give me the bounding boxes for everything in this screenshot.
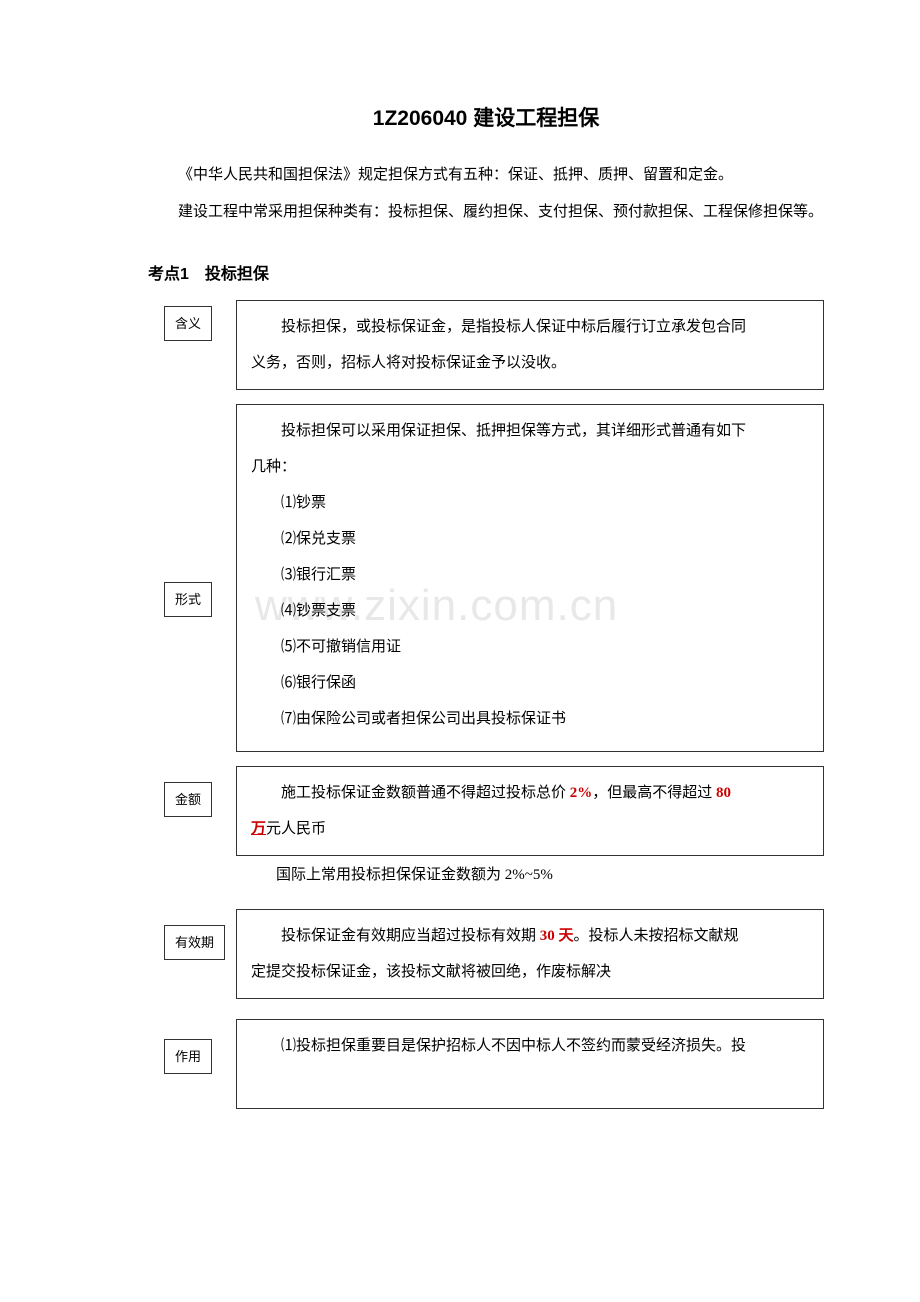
form-intro-2: 几种： — [251, 449, 809, 485]
content-amount: 施工投标保证金数额普通不得超过投标总价 2%，但最高不得超过 80 万元人民币 — [236, 766, 824, 856]
label-validity: 有效期 — [164, 925, 225, 960]
block-amount: 金额 施工投标保证金数额普通不得超过投标总价 2%，但最高不得超过 80 万元人… — [148, 766, 824, 889]
meaning-text-2: 义务，否则，招标人将对投标保证金予以没收。 — [251, 345, 809, 381]
amount-pre: 施工投标保证金数额普通不得超过投标总价 — [281, 785, 570, 801]
intro-paragraph-1: 《中华人民共和国担保法》规定担保方式有五种：保证、抵押、质押、留置和定金。 — [148, 160, 824, 192]
form-item-6: ⑹银行保函 — [251, 665, 809, 701]
amount-pct: 2% — [570, 785, 593, 801]
meaning-text-1: 投标担保，或投标保证金，是指投标人保证中标后履行订立承发包合同 — [251, 309, 809, 345]
amount-mid: ，但最高不得超过 — [592, 785, 716, 801]
label-meaning: 含义 — [164, 306, 212, 341]
label-form: 形式 — [164, 582, 212, 617]
form-item-4: ⑷钞票支票 — [251, 593, 809, 629]
label-function: 作用 — [164, 1039, 212, 1074]
validity-days: 30 天 — [540, 928, 574, 944]
form-item-7: ⑺由保险公司或者担保公司出具投标保证书 — [251, 701, 809, 737]
section-heading-1: 考点1 投标担保 — [148, 261, 824, 290]
content-form: www.zixin.com.cn 投标担保可以采用保证担保、抵押担保等方式，其详… — [236, 404, 824, 752]
content-function: ⑴投标担保重要目是保护招标人不因中标人不签约而蒙受经济损失。投 — [236, 1019, 824, 1109]
form-item-2: ⑵保兑支票 — [251, 521, 809, 557]
intro-paragraph-2: 建设工程中常采用担保种类有：投标担保、履约担保、支付担保、预付款担保、工程保修担… — [148, 197, 824, 229]
form-item-1: ⑴钞票 — [251, 485, 809, 521]
amount-note: 国际上常用投标担保保证金数额为 2%~5% — [276, 862, 824, 889]
form-item-3: ⑶银行汇票 — [251, 557, 809, 593]
block-form: 形式 www.zixin.com.cn 投标担保可以采用保证担保、抵押担保等方式… — [148, 404, 824, 752]
block-validity: 有效期 投标保证金有效期应当超过投标有效期 30 天。投标人未按招标文献规 定提… — [148, 909, 824, 999]
form-intro-1: 投标担保可以采用保证担保、抵押担保等方式，其详细形式普通有如下 — [251, 413, 809, 449]
content-validity: 投标保证金有效期应当超过投标有效期 30 天。投标人未按招标文献规 定提交投标保… — [236, 909, 824, 999]
amount-amt: 80 — [716, 785, 731, 801]
form-item-5: ⑸不可撤销信用证 — [251, 629, 809, 665]
content-meaning: 投标担保，或投标保证金，是指投标人保证中标后履行订立承发包合同 义务，否则，招标… — [236, 300, 824, 390]
validity-line2: 定提交投标保证金，该投标文献将被回绝，作废标解决 — [251, 954, 809, 990]
validity-post: 。投标人未按招标文献规 — [574, 928, 739, 944]
amount-line2-red: 万 — [251, 821, 266, 837]
label-amount: 金额 — [164, 782, 212, 817]
amount-line2-rest: 元人民币 — [266, 821, 326, 837]
page-title: 1Z206040 建设工程担保 — [148, 100, 824, 138]
diagram-container: 含义 投标担保，或投标保证金，是指投标人保证中标后履行订立承发包合同 义务，否则… — [148, 300, 824, 1109]
block-function: 作用 ⑴投标担保重要目是保护招标人不因中标人不签约而蒙受经济损失。投 — [148, 1019, 824, 1109]
function-text: ⑴投标担保重要目是保护招标人不因中标人不签约而蒙受经济损失。投 — [251, 1028, 809, 1064]
block-meaning: 含义 投标担保，或投标保证金，是指投标人保证中标后履行订立承发包合同 义务，否则… — [148, 300, 824, 390]
validity-pre: 投标保证金有效期应当超过投标有效期 — [281, 928, 540, 944]
